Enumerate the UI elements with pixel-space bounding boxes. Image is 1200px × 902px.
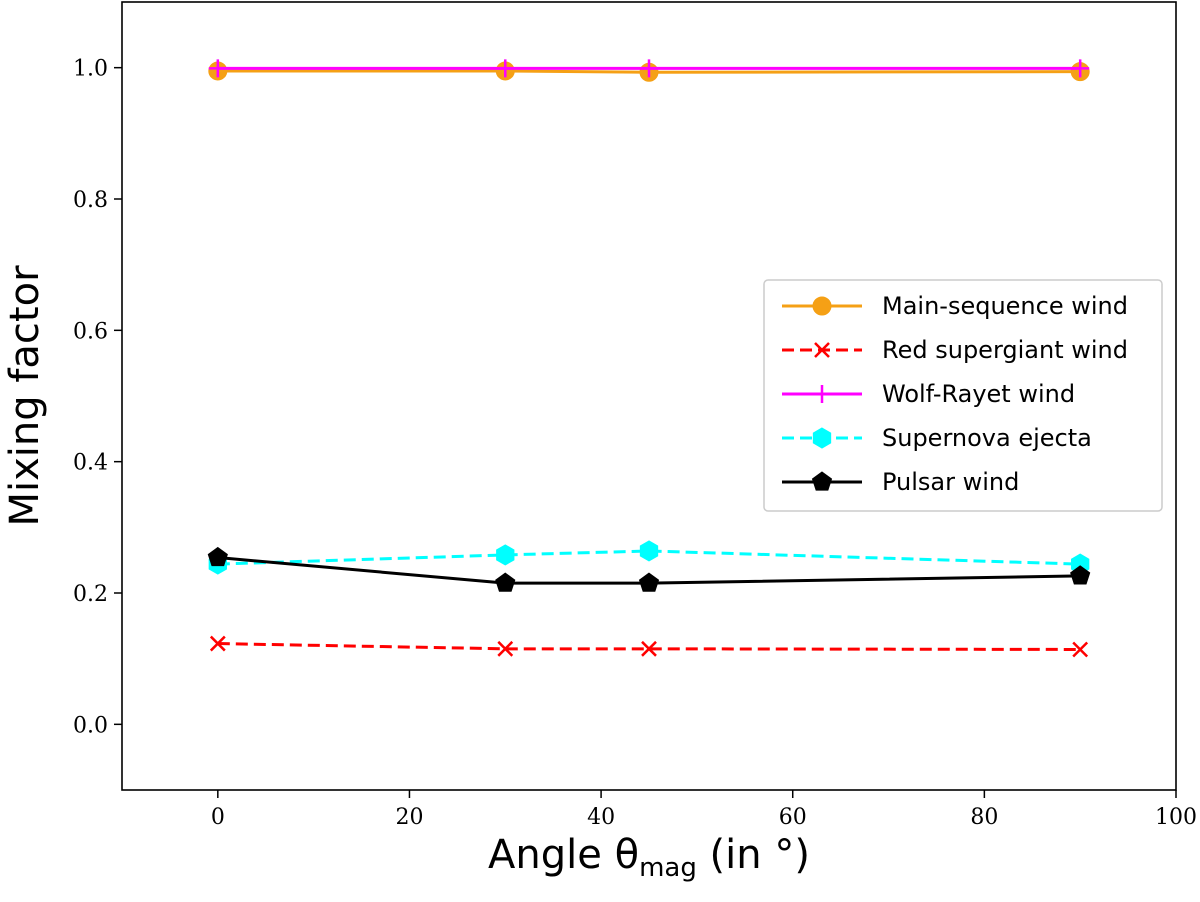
y-tick-label: 1.0 [73, 57, 108, 82]
data-point-pulsar-wind [638, 572, 660, 592]
data-point-supernova-ejecta [639, 540, 659, 562]
data-point-red-supergiant-wind-shape [641, 640, 657, 657]
legend-marker-main-sequence-wind-shape [812, 296, 832, 316]
x-tick-label: 60 [779, 805, 807, 830]
legend-marker-red-supergiant-wind-shape [814, 342, 830, 358]
x-tick-label: 40 [587, 805, 615, 830]
series-line-pulsar-wind [217, 556, 1081, 585]
legend-marker-wolf-rayet-wind [813, 385, 831, 403]
legend-item-wolf-rayet-wind: Wolf-Rayet wind [782, 380, 1075, 408]
series-line-main-sequence-wind [217, 69, 1081, 74]
legend-box [763, 279, 1163, 512]
y-axis-title: Mixing factor [2, 265, 48, 527]
legend-label-pulsar-wind: Pulsar wind [882, 468, 1019, 496]
series-red-supergiant-wind [209, 635, 1089, 658]
y-tick-label: 0.4 [73, 451, 108, 476]
data-point-red-supergiant-wind-shape [1072, 641, 1089, 658]
plot-area [207, 59, 1091, 658]
legend-label-wolf-rayet-wind: Wolf-Rayet wind [882, 380, 1075, 408]
legend-item-pulsar-wind: Pulsar wind [782, 468, 1019, 496]
data-point-pulsar-wind [495, 572, 516, 592]
y-tick-label: 0.6 [73, 319, 108, 344]
data-point-pulsar-wind-shape [638, 572, 660, 592]
legend-marker-main-sequence-wind [812, 296, 832, 316]
data-point-wolf-rayet-wind-shape [640, 59, 658, 78]
legend-marker-supernova-ejecta-shape [812, 427, 832, 449]
data-point-wolf-rayet-wind [1071, 59, 1090, 78]
data-point-pulsar-wind [207, 546, 228, 567]
legend-item-main-sequence-wind: Main-sequence wind [782, 292, 1128, 320]
legend-label-supernova-ejecta: Supernova ejecta [882, 424, 1092, 452]
data-point-pulsar-wind-shape [1070, 565, 1091, 585]
data-point-red-supergiant-wind [641, 640, 657, 657]
legend-marker-pulsar-wind-shape [811, 471, 833, 491]
x-axis-title: Angle θmag (in °) [488, 832, 810, 883]
legend-marker-wolf-rayet-wind-shape [813, 385, 831, 403]
data-point-wolf-rayet-wind [208, 59, 227, 78]
data-point-wolf-rayet-wind [640, 59, 658, 78]
data-point-supernova-ejecta-shape [639, 540, 659, 562]
series-wolf-rayet-wind [208, 59, 1090, 78]
legend-marker-red-supergiant-wind [814, 342, 830, 358]
legend: Main-sequence wind Red supergiant wind Wol… [763, 279, 1163, 512]
x-tick-label: 20 [395, 805, 423, 830]
x-axis: 0 20 40 60 80 100 [211, 790, 1197, 830]
data-point-pulsar-wind-shape [207, 546, 228, 567]
legend-marker-supernova-ejecta [812, 427, 832, 449]
x-tick-label: 0 [211, 805, 225, 830]
legend-item-red-supergiant-wind: Red supergiant wind [782, 336, 1128, 364]
x-tick-label: 80 [970, 805, 998, 830]
data-point-wolf-rayet-wind-shape [208, 59, 227, 78]
plot-frame [121, 1, 1177, 791]
data-point-supernova-ejecta-shape [496, 544, 515, 566]
legend-marker-pulsar-wind [811, 471, 833, 491]
data-point-red-supergiant-wind [1072, 641, 1089, 658]
data-point-pulsar-wind-shape [495, 572, 516, 592]
data-point-pulsar-wind [1070, 565, 1091, 585]
data-point-red-supergiant-wind-shape [497, 640, 514, 657]
legend-label-red-supergiant-wind: Red supergiant wind [882, 336, 1128, 364]
data-point-supernova-ejecta [496, 544, 515, 566]
series-pulsar-wind [207, 546, 1091, 592]
x-axis-title-suffix: (in °) [697, 832, 810, 878]
legend-item-supernova-ejecta: Supernova ejecta [782, 424, 1092, 452]
y-axis: 0.0 0.2 0.4 0.6 0.8 1.0 [73, 57, 122, 738]
y-tick-label: 0.8 [73, 188, 108, 213]
data-point-wolf-rayet-wind-shape [1071, 59, 1090, 78]
data-point-wolf-rayet-wind-shape [496, 59, 515, 78]
x-axis-title-main: Angle θ [488, 832, 639, 878]
series-layer [207, 59, 1091, 658]
data-point-red-supergiant-wind [209, 635, 226, 652]
legend-label-main-sequence-wind: Main-sequence wind [882, 292, 1128, 320]
data-point-red-supergiant-wind-shape [209, 635, 226, 652]
y-tick-label: 0.2 [73, 582, 108, 607]
x-tick-label: 100 [1155, 805, 1197, 830]
data-point-wolf-rayet-wind [496, 59, 515, 78]
x-axis-title-subscript: mag [639, 853, 697, 883]
data-point-red-supergiant-wind [497, 640, 514, 657]
y-tick-label: 0.0 [73, 713, 108, 738]
